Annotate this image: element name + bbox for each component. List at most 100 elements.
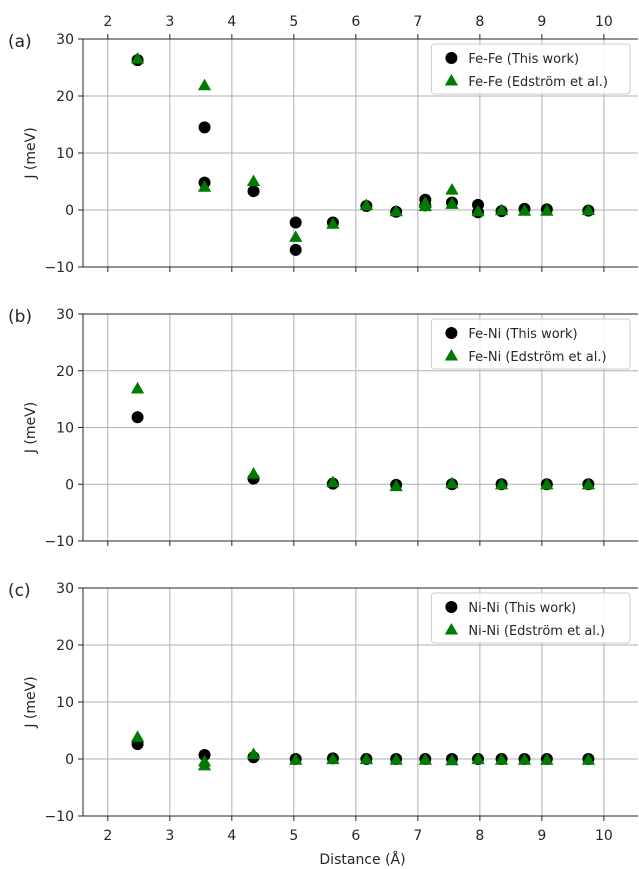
data-point-triangle <box>289 753 303 765</box>
x-tick-label-top: 2 <box>103 14 112 30</box>
legend: Fe-Fe (This work) Fe-Fe (Edström et al.) <box>430 43 631 95</box>
x-tick-label-top: 4 <box>227 14 236 30</box>
data-point-triangle <box>494 477 509 490</box>
data-point-triangle <box>517 204 532 216</box>
x-tick-label: 5 <box>289 828 298 844</box>
x-tick-label-top: 6 <box>351 14 360 30</box>
data-point-triangle <box>389 204 403 217</box>
data-point-triangle <box>445 197 459 209</box>
y-axis-title: J (meV) <box>23 676 39 728</box>
data-point-triangle <box>197 180 212 192</box>
y-tick-label: −10 <box>44 260 74 276</box>
data-point-triangle <box>197 758 212 771</box>
series-1 <box>130 51 596 242</box>
data-point-triangle <box>418 753 432 765</box>
x-tick-label: 10 <box>595 828 613 844</box>
y-tick-label: 10 <box>56 146 74 162</box>
data-point-triangle <box>246 174 261 187</box>
y-tick-label: 0 <box>65 203 74 219</box>
chart-panel-c: 2 3 4 5 6 7 8 9 10 30 20 10 0 −10 J (meV) (c) Distance (… <box>8 581 638 868</box>
legend-box <box>430 592 631 644</box>
data-point-triangle <box>359 752 374 765</box>
x-tick-label-top: 8 <box>475 14 484 30</box>
data-point-circle <box>198 121 211 134</box>
y-tick-label: 30 <box>56 307 74 323</box>
data-point-triangle <box>445 753 459 766</box>
y-tick-label: 20 <box>56 89 74 105</box>
data-point-triangle <box>494 753 509 765</box>
data-point-triangle <box>389 479 403 492</box>
data-point-circle <box>289 243 302 256</box>
data-point-triangle <box>445 183 459 195</box>
data-point-triangle <box>130 730 145 742</box>
y-tick-label: 30 <box>56 32 74 48</box>
legend-label: Fe-Ni (This work) <box>468 327 577 342</box>
y-tick-label: 20 <box>56 364 74 380</box>
x-tick-label: 4 <box>227 828 236 844</box>
x-tick-label-top: 9 <box>537 14 546 30</box>
data-point-circle <box>247 185 260 198</box>
legend-marker-circle <box>445 327 458 339</box>
panel-label: (a) <box>8 32 32 52</box>
data-point-triangle <box>246 747 261 759</box>
data-point-circle <box>289 216 302 229</box>
y-tick-label: 10 <box>56 695 74 711</box>
x-tick-label: 3 <box>165 828 174 844</box>
x-tick-label: 9 <box>537 828 546 844</box>
x-tick-label: 6 <box>351 828 360 844</box>
legend-marker-triangle <box>444 623 459 635</box>
x-tick-label-top: 3 <box>165 14 174 30</box>
chart-panel-a: 2 3 4 5 6 7 8 9 10 30 20 10 0 −10 J (meV) (a) Fe-Fe (Thi… <box>8 14 638 276</box>
series-0 <box>131 411 595 491</box>
legend-marker-triangle <box>444 349 459 361</box>
legend: Fe-Ni (This work) Fe-Ni (Edström et al.) <box>430 318 631 370</box>
x-tick-label: 7 <box>413 828 422 844</box>
legend-label: Ni-Ni (This work) <box>468 601 576 616</box>
x-tick-label-top: 5 <box>289 14 298 30</box>
data-point-triangle <box>540 477 554 490</box>
y-tick-label: 10 <box>56 421 74 437</box>
data-point-triangle <box>581 477 596 490</box>
data-point-triangle <box>326 475 340 488</box>
y-tick-label: 30 <box>56 581 74 597</box>
legend-marker-triangle <box>444 74 459 86</box>
data-point-triangle <box>246 467 261 479</box>
data-point-triangle <box>581 753 596 765</box>
data-point-triangle <box>130 51 145 64</box>
legend-marker-circle <box>445 52 458 64</box>
y-tick-label: −10 <box>44 534 74 550</box>
legend-box <box>430 43 631 95</box>
legend: Ni-Ni (This work) Ni-Ni (Edström et al.) <box>430 592 631 644</box>
data-point-triangle <box>471 204 485 217</box>
y-axis-title: J (meV) <box>23 402 39 454</box>
data-point-triangle <box>359 198 374 210</box>
x-tick-label: 2 <box>103 828 112 844</box>
y-tick-label: 0 <box>65 477 74 493</box>
y-tick-label: 0 <box>65 752 74 768</box>
legend-marker-circle <box>445 601 458 613</box>
data-point-triangle <box>389 753 403 765</box>
x-tick-label: 8 <box>475 828 484 844</box>
y-tick-label: −10 <box>44 809 74 825</box>
legend-label: Fe-Ni (Edström et al.) <box>468 350 606 365</box>
data-point-triangle <box>494 203 509 216</box>
data-point-triangle <box>471 752 485 765</box>
y-tick-label: 20 <box>56 638 74 654</box>
data-point-triangle <box>130 381 145 394</box>
x-axis-title: Distance (Å) <box>319 851 405 868</box>
data-point-triangle <box>445 476 459 489</box>
data-point-triangle <box>418 199 432 212</box>
panel-label: (b) <box>8 307 32 327</box>
legend-label: Fe-Fe (Edström et al.) <box>468 75 608 90</box>
legend-label: Fe-Fe (This work) <box>468 52 579 67</box>
x-tick-label-top: 10 <box>595 14 613 30</box>
x-tick-label-top: 7 <box>413 14 422 30</box>
series-1 <box>130 381 596 492</box>
data-point-triangle <box>540 753 554 765</box>
data-point-triangle <box>326 217 340 229</box>
panel-label: (c) <box>8 581 31 601</box>
data-point-triangle <box>517 753 532 765</box>
y-axis-title: J (meV) <box>23 127 39 179</box>
data-point-circle <box>131 411 144 424</box>
